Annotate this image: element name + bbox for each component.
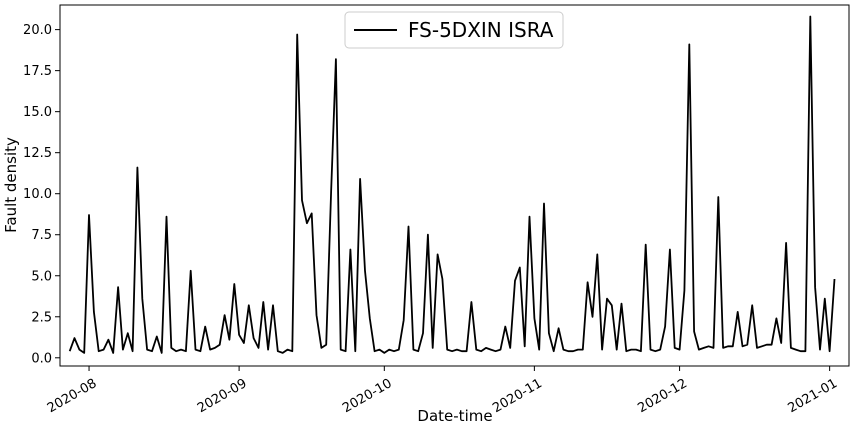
- x-axis-label: Date-time: [417, 407, 492, 425]
- y-tick-label: 2.5: [31, 310, 52, 325]
- y-tick-label: 12.5: [23, 146, 52, 161]
- series-line-0: [68, 15, 836, 354]
- axes-frame: [59, 4, 850, 367]
- legend: FS-5DXIN ISRA: [344, 11, 564, 49]
- y-tick-label: 7.5: [31, 228, 52, 243]
- plot-area: [68, 15, 836, 354]
- y-tick-label: 0.0: [31, 351, 52, 366]
- y-tick-label: 17.5: [23, 64, 52, 79]
- y-axis-label: Fault density: [2, 137, 20, 233]
- y-tick-label: 15.0: [23, 105, 52, 120]
- legend-label: FS-5DXIN ISRA: [408, 18, 554, 42]
- y-tick-label: 5.0: [31, 269, 52, 284]
- legend-box: [344, 11, 564, 49]
- y-tick-label: 20.0: [23, 23, 52, 38]
- y-tick-label: 10.0: [23, 187, 52, 202]
